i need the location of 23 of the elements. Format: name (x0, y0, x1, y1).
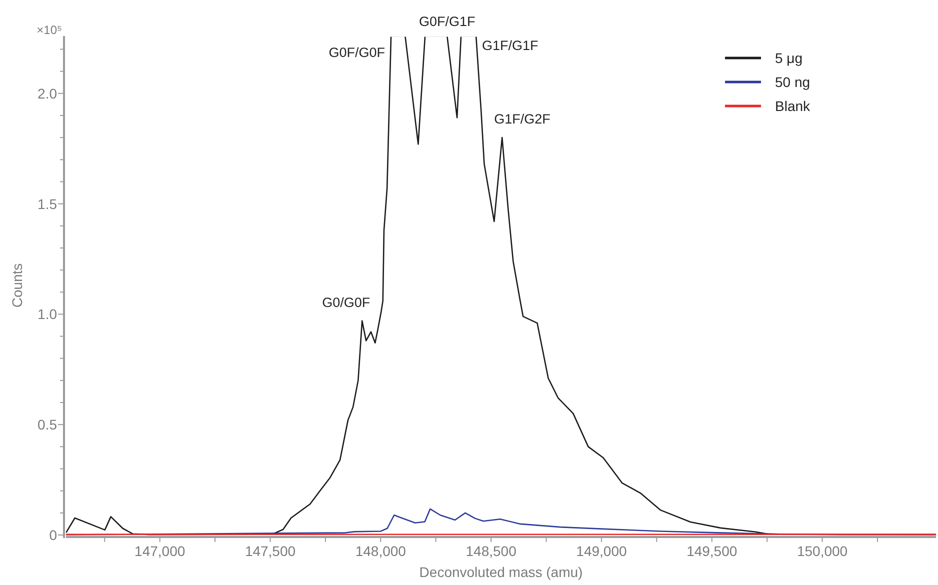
x-tick-label: 149,000 (576, 543, 627, 559)
annotation: G0/G0F (322, 294, 370, 310)
text: ×10⁵ (36, 23, 62, 37)
annotation: G0F/G0F (328, 45, 386, 60)
y-axis-title: Counts (9, 263, 25, 308)
x-tick-label: 147,000 (134, 543, 186, 559)
legend-label: 50 ng (775, 74, 810, 90)
legend-label: Blank (775, 98, 812, 114)
annotation: G1F/G1F (482, 38, 538, 53)
x-tick-label: 148,500 (466, 543, 517, 559)
annotation: G1F/G2F (494, 112, 550, 127)
y-tick-label: 1.5 (38, 196, 58, 212)
x-tick-label: 149,500 (686, 543, 738, 559)
legend-label: 5 μg (775, 50, 803, 66)
y-tick-label: 0.5 (38, 416, 58, 433)
x-axis-title: Deconvoluted mass (amu) (419, 564, 583, 580)
x-tick-label: 150,000 (796, 543, 848, 559)
x-tick-label: 147,500 (244, 543, 296, 559)
y-tick-label: 0 (49, 527, 58, 543)
y-tick-label: 2.0 (38, 85, 58, 102)
annotation: G0F/G1F (418, 14, 476, 29)
y-tick-label: 1.0 (38, 306, 58, 322)
x-tick-label: 148,000 (355, 543, 406, 559)
